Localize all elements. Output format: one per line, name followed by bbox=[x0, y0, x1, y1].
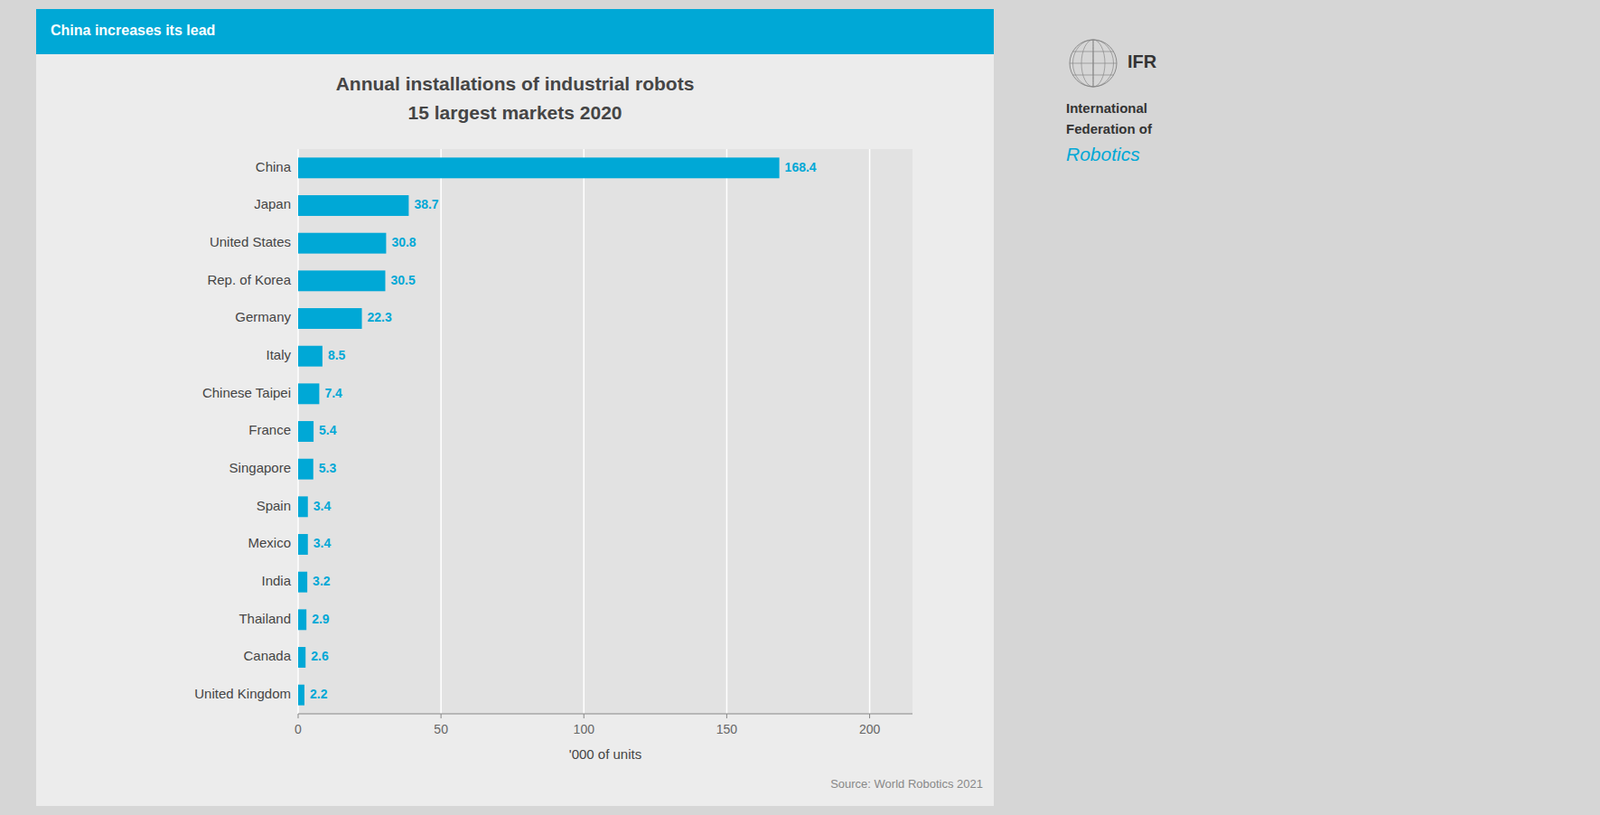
category-label: Spain bbox=[256, 497, 291, 514]
category-label: United States bbox=[209, 233, 291, 250]
bar bbox=[298, 308, 363, 329]
category-label: Singapore bbox=[229, 459, 291, 476]
category-label: Italy bbox=[265, 346, 291, 363]
category-label: United Kingdom bbox=[194, 685, 291, 702]
logo-text: Federation of bbox=[1066, 121, 1153, 137]
bar bbox=[298, 195, 409, 216]
data-label: 38.7 bbox=[413, 196, 439, 212]
bar bbox=[298, 533, 309, 555]
tick-label: 50 bbox=[433, 721, 449, 737]
category-label: Japan bbox=[253, 196, 291, 212]
title: Annual installations of industrial robot… bbox=[336, 73, 695, 94]
category-label: Canada bbox=[243, 647, 291, 664]
data-label: 22.3 bbox=[367, 309, 393, 325]
logo-text: IFR bbox=[1127, 51, 1158, 72]
data-label: 2.9 bbox=[311, 611, 330, 627]
globe-latitude bbox=[1069, 63, 1117, 65]
bar bbox=[298, 233, 386, 254]
globe-longitude bbox=[1081, 39, 1105, 87]
plot-area bbox=[298, 149, 913, 714]
bar bbox=[298, 608, 307, 630]
category-label: France bbox=[248, 421, 291, 438]
category-label: India bbox=[261, 572, 291, 589]
grid-line bbox=[583, 149, 586, 714]
card bbox=[36, 9, 994, 806]
globe-latitude bbox=[1072, 51, 1114, 53]
category-label: Chinese Taipei bbox=[202, 384, 291, 401]
globe-latitude bbox=[1072, 74, 1114, 76]
x-axis-title: '000 of units bbox=[569, 746, 642, 762]
grid bbox=[298, 149, 871, 714]
data-label: 168.4 bbox=[785, 159, 817, 175]
tick-mark bbox=[440, 713, 442, 719]
y-axis-labels: China Japan United States Rep. of Korea Germ… bbox=[194, 159, 291, 702]
bar bbox=[298, 346, 323, 367]
data-label: 3.2 bbox=[312, 573, 331, 589]
tick-mark bbox=[726, 713, 728, 719]
bar bbox=[298, 495, 309, 517]
bar bbox=[298, 571, 308, 593]
category-label: Rep. of Korea bbox=[206, 271, 291, 288]
data-label: 8.5 bbox=[327, 347, 347, 363]
tick-mark bbox=[869, 713, 871, 719]
tick-label: 150 bbox=[716, 721, 739, 737]
tick-mark bbox=[583, 713, 585, 719]
tick-label: 200 bbox=[859, 721, 881, 737]
bar bbox=[298, 421, 314, 442]
category-label: China bbox=[255, 159, 292, 175]
category-label: Germany bbox=[234, 308, 291, 325]
grid-line bbox=[439, 149, 442, 714]
tick-label: 0 bbox=[294, 721, 302, 737]
data-labels: 168.4 38.7 30.8 30.5 22.3 8.5 7.4 5.4 5.3 3.4 3.4 3… bbox=[309, 159, 817, 702]
logo-text: Robotics bbox=[1066, 143, 1141, 165]
data-label: 30.5 bbox=[390, 272, 415, 288]
bars bbox=[298, 157, 780, 705]
page-background bbox=[0, 0, 1600, 815]
header-text: China increases its lead bbox=[50, 22, 216, 38]
globe-longitude bbox=[1072, 39, 1114, 87]
header bbox=[36, 9, 994, 55]
bar bbox=[298, 646, 306, 668]
subtitle: 15 largest markets 2020 bbox=[408, 102, 623, 123]
x-axis-ticks: 0 50 100 150 200 bbox=[294, 713, 880, 737]
bar bbox=[298, 458, 314, 480]
source-note: Source: World Robotics 2021 bbox=[830, 776, 983, 791]
data-label: 3.4 bbox=[313, 535, 332, 551]
grid-line bbox=[869, 149, 871, 714]
data-label: 7.4 bbox=[324, 385, 343, 401]
x-axis-line bbox=[298, 713, 913, 715]
tick-mark bbox=[298, 713, 300, 719]
data-label: 3.4 bbox=[313, 498, 332, 514]
data-label: 2.2 bbox=[309, 686, 328, 702]
grid-line bbox=[726, 149, 729, 714]
data-label: 30.8 bbox=[391, 234, 416, 250]
bar bbox=[298, 157, 780, 178]
data-label: 5.4 bbox=[318, 422, 337, 438]
data-label: 2.6 bbox=[310, 648, 329, 664]
category-label: Thailand bbox=[238, 610, 291, 627]
logo-text: International bbox=[1066, 100, 1148, 116]
globe-longitude bbox=[1093, 39, 1095, 87]
bar bbox=[298, 270, 385, 291]
logo-globe bbox=[1069, 39, 1117, 87]
tick-label: 100 bbox=[573, 721, 596, 737]
bar bbox=[298, 383, 319, 404]
data-label: 5.3 bbox=[318, 460, 337, 476]
globe-outline bbox=[1069, 39, 1117, 87]
bar bbox=[298, 684, 305, 706]
chart: China increases its lead Annual installat… bbox=[0, 0, 1600, 815]
category-label: Mexico bbox=[247, 534, 291, 551]
